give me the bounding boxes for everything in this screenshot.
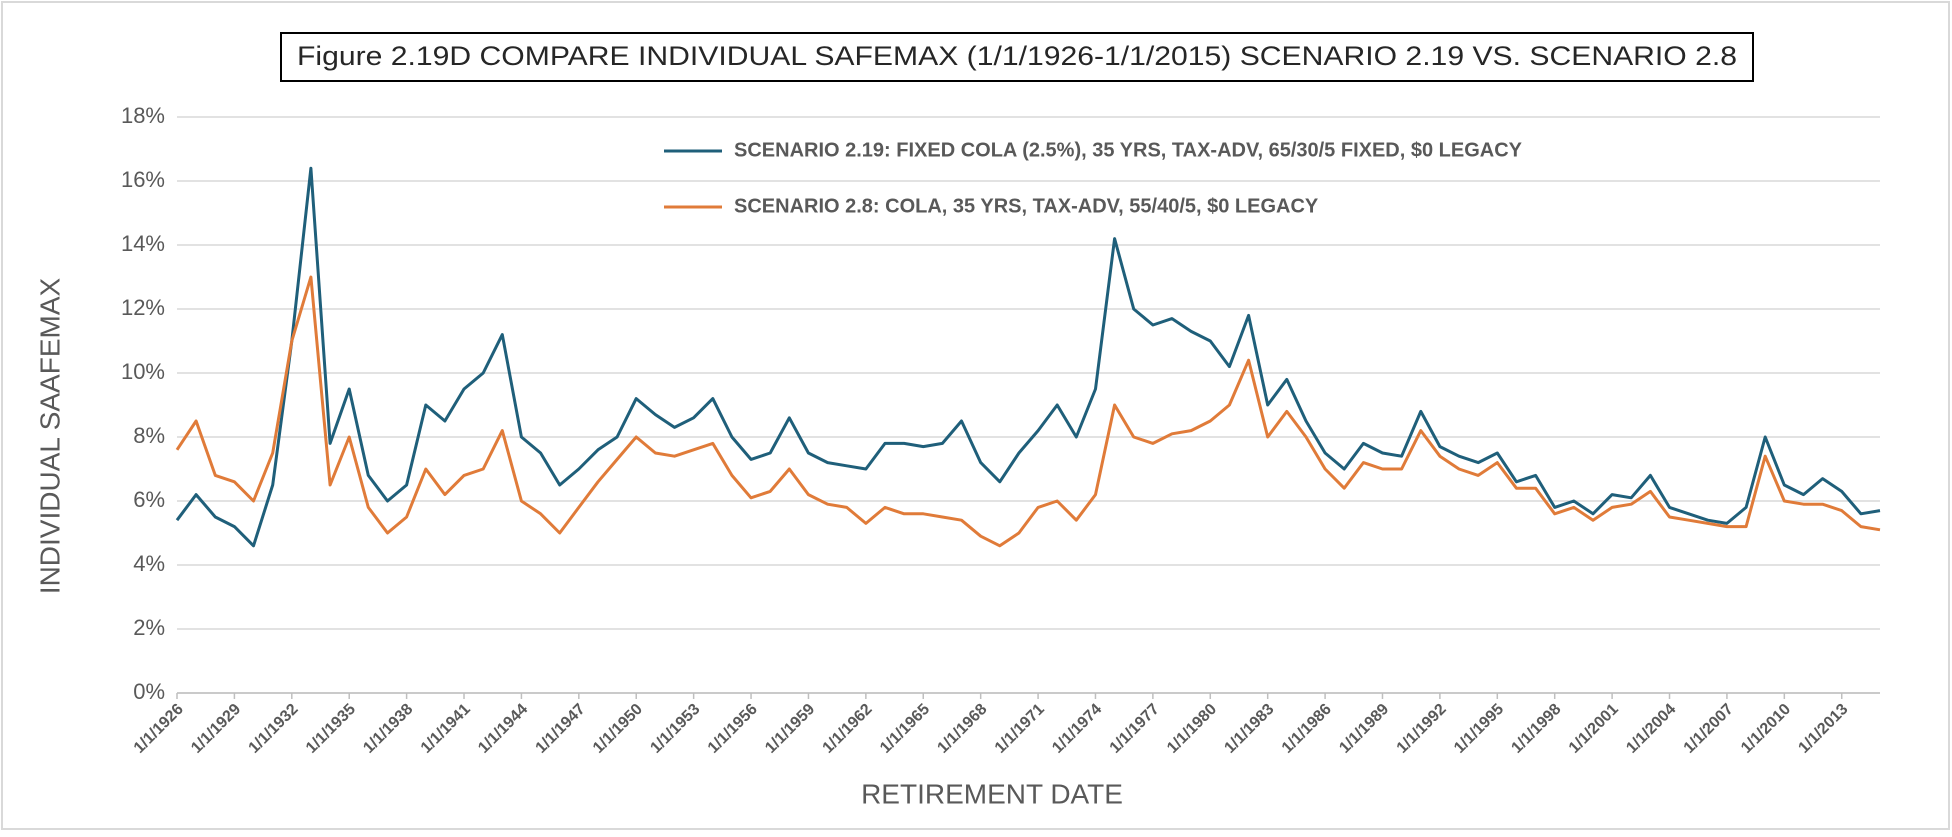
- title-box: [280, 32, 1754, 82]
- legend-label: SCENARIO 2.8: COLA, 35 YRS, TAX-ADV, 55/…: [734, 195, 1319, 217]
- x-axis-title: RETIREMENT DATE: [861, 778, 1123, 809]
- y-tick-label: 14%: [121, 231, 165, 256]
- series-line: [175, 166, 1881, 548]
- y-axis-title: INDIVIDUAL SAAFEMAX: [34, 277, 65, 594]
- y-tick-label: 6%: [133, 487, 165, 512]
- y-tick-label: 0%: [133, 679, 165, 704]
- y-tick-label: 10%: [121, 359, 165, 384]
- y-tick-label: 2%: [133, 615, 165, 640]
- series-line: [175, 275, 1881, 548]
- y-tick-label: 18%: [121, 103, 165, 128]
- y-tick-label: 8%: [133, 423, 165, 448]
- y-tick-label: 12%: [121, 295, 165, 320]
- y-tick-label: 16%: [121, 167, 165, 192]
- y-tick-label: 4%: [133, 551, 165, 576]
- chart-title: Figure 2.19D COMPARE INDIVIDUAL SAFEMAX …: [297, 41, 1737, 71]
- legend-label: SCENARIO 2.19: FIXED COLA (2.5%), 35 YRS…: [734, 139, 1523, 161]
